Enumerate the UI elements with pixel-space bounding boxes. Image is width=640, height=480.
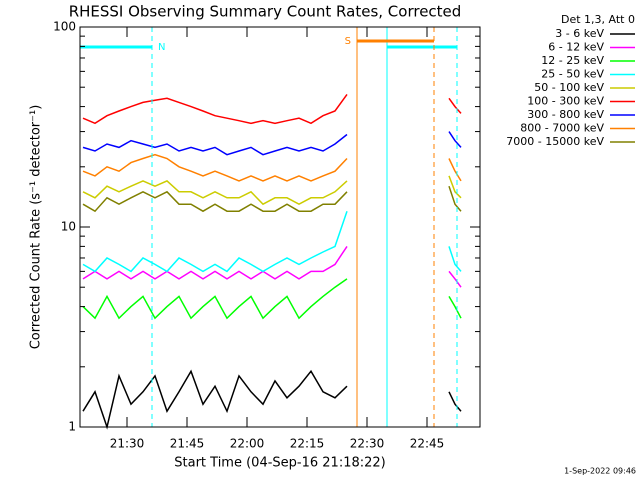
legend-label: 25 - 50 keV xyxy=(541,68,604,81)
annotation-label: N xyxy=(158,42,165,53)
legend-label: 100 - 300 keV xyxy=(527,95,604,108)
series-line xyxy=(82,245,462,288)
x-tick-label: 21:30 xyxy=(110,437,145,451)
x-tick-label: 22:15 xyxy=(290,437,325,451)
series-line xyxy=(82,210,462,273)
plot-frame xyxy=(79,26,481,428)
chart-title: RHESSI Observing Summary Count Rates, Co… xyxy=(69,3,462,21)
legend-label: 3 - 6 keV xyxy=(555,27,604,40)
y-tick-label: 1 xyxy=(68,420,76,434)
series-line xyxy=(82,369,462,430)
legend-label: 50 - 100 keV xyxy=(534,81,604,94)
series-line xyxy=(82,93,462,125)
legend-label: 6 - 12 keV xyxy=(548,41,604,54)
y-tick-label: 100 xyxy=(53,20,76,34)
x-tick-label: 22:30 xyxy=(350,437,385,451)
legend-label: 7000 - 15000 keV xyxy=(506,135,604,148)
series-line xyxy=(82,185,462,213)
y-axis-label: Corrected Count Rate (s⁻¹ detector⁻¹) xyxy=(29,105,44,350)
y-tick-label: 10 xyxy=(61,220,76,234)
x-axis-label: Start Time (04-Sep-16 21:18:22) xyxy=(174,456,385,471)
series-line xyxy=(82,175,462,206)
series-line xyxy=(82,153,462,182)
x-tick-label: 22:45 xyxy=(410,437,445,451)
x-tick-label: 22:00 xyxy=(230,437,265,451)
x-tick-label: 21:45 xyxy=(170,437,205,451)
annotation-label: S xyxy=(345,36,351,47)
legend-label: 300 - 800 keV xyxy=(527,108,604,121)
series-line xyxy=(82,278,462,320)
footer: 1-Sep-2022 09:46 xyxy=(564,467,636,476)
legend-label: 800 - 7000 keV xyxy=(520,122,604,135)
series-line xyxy=(82,131,462,156)
legend-label: 12 - 25 keV xyxy=(541,54,604,67)
legend-title: Det 1,3, Att 0 xyxy=(561,13,635,26)
